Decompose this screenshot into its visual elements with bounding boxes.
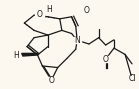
Bar [35,11,44,17]
Bar [45,7,54,13]
Text: O: O [49,76,54,85]
Bar [47,77,56,83]
Bar [12,53,20,58]
Text: N: N [74,36,80,45]
Bar [128,76,136,81]
Text: H: H [13,51,19,60]
Text: Cl: Cl [128,74,136,83]
Bar [82,8,90,13]
Bar [73,37,81,43]
Bar [101,56,110,62]
Text: O: O [83,6,89,15]
Text: H: H [46,5,52,14]
Polygon shape [22,53,38,56]
Text: O: O [37,10,43,19]
Text: O: O [103,55,109,64]
